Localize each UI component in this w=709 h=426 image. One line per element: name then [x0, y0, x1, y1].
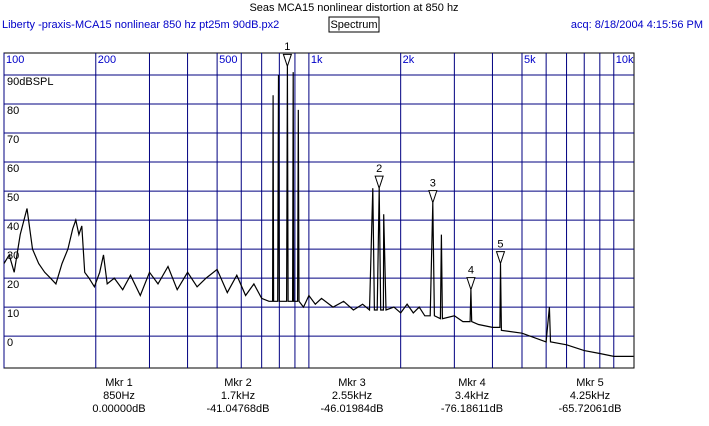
marker-triangle: [466, 277, 476, 292]
y-tick-label: 20: [7, 279, 19, 291]
marker-number: 1: [284, 41, 290, 53]
marker-number: 4: [468, 265, 474, 277]
marker-delta: 0.00000dB: [92, 403, 145, 415]
marker-label: Mkr 1: [105, 377, 133, 389]
marker-freq: 3.4kHz: [455, 390, 489, 402]
marker-triangle: [282, 53, 293, 68]
x-tick-label: 1k: [311, 54, 323, 66]
x-tick-label: 5k: [524, 54, 536, 66]
x-tick-label: 100: [6, 54, 24, 66]
mode[interactable]: Spectrum: [330, 19, 377, 31]
marker-freq: 1.7kHz: [221, 390, 255, 402]
y-tick-label: 10: [7, 308, 19, 320]
plot-area: [3, 52, 635, 369]
marker-delta: -76.18611dB: [441, 403, 503, 415]
marker-freq: 850Hz: [103, 390, 135, 402]
marker-number: 3: [430, 178, 436, 190]
y-tick-label: 60: [7, 163, 19, 175]
marker-freq: 4.25kHz: [570, 390, 610, 402]
title: Seas MCA15 nonlinear distortion at 850 h…: [249, 2, 458, 14]
mode-box[interactable]: [328, 16, 380, 33]
y-tick-label: 90dBSPL: [7, 76, 53, 88]
y-tick-label: 70: [7, 134, 19, 146]
x-tick-label: 10k: [616, 54, 634, 66]
source: Liberty -praxis-: [2, 19, 75, 31]
marker-triangle: [495, 251, 506, 266]
acquired: acq: 8/18/2004 4:15:56 PM: [571, 19, 703, 31]
marker-freq: 2.55kHz: [332, 390, 372, 402]
file: MCA15 nonlinear 850 hz pt25m 90dB.px2: [75, 19, 279, 31]
marker-number: 2: [376, 163, 382, 175]
marker-label: Mkr 2: [224, 377, 252, 389]
marker-label: Mkr 5: [576, 377, 604, 389]
marker-delta: -41.04768dB: [207, 403, 270, 415]
marker-number: 5: [497, 238, 503, 250]
marker-triangle: [374, 175, 384, 190]
y-tick-label: 40: [7, 221, 19, 233]
marker-label: Mkr 4: [458, 377, 486, 389]
marker-label: Mkr 3: [338, 377, 366, 389]
marker-triangle: [428, 190, 438, 205]
y-tick-label: 50: [7, 192, 19, 204]
marker-delta: -46.01984dB: [321, 403, 384, 415]
spectrum-trace: [3, 66, 634, 357]
x-tick-label: 200: [98, 54, 116, 66]
x-tick-label: 2k: [403, 54, 415, 66]
marker-delta: -65.72061dB: [559, 403, 622, 415]
y-tick-label: 80: [7, 105, 19, 117]
y-tick-label: 0: [7, 337, 13, 349]
x-tick-label: 500: [219, 54, 237, 66]
